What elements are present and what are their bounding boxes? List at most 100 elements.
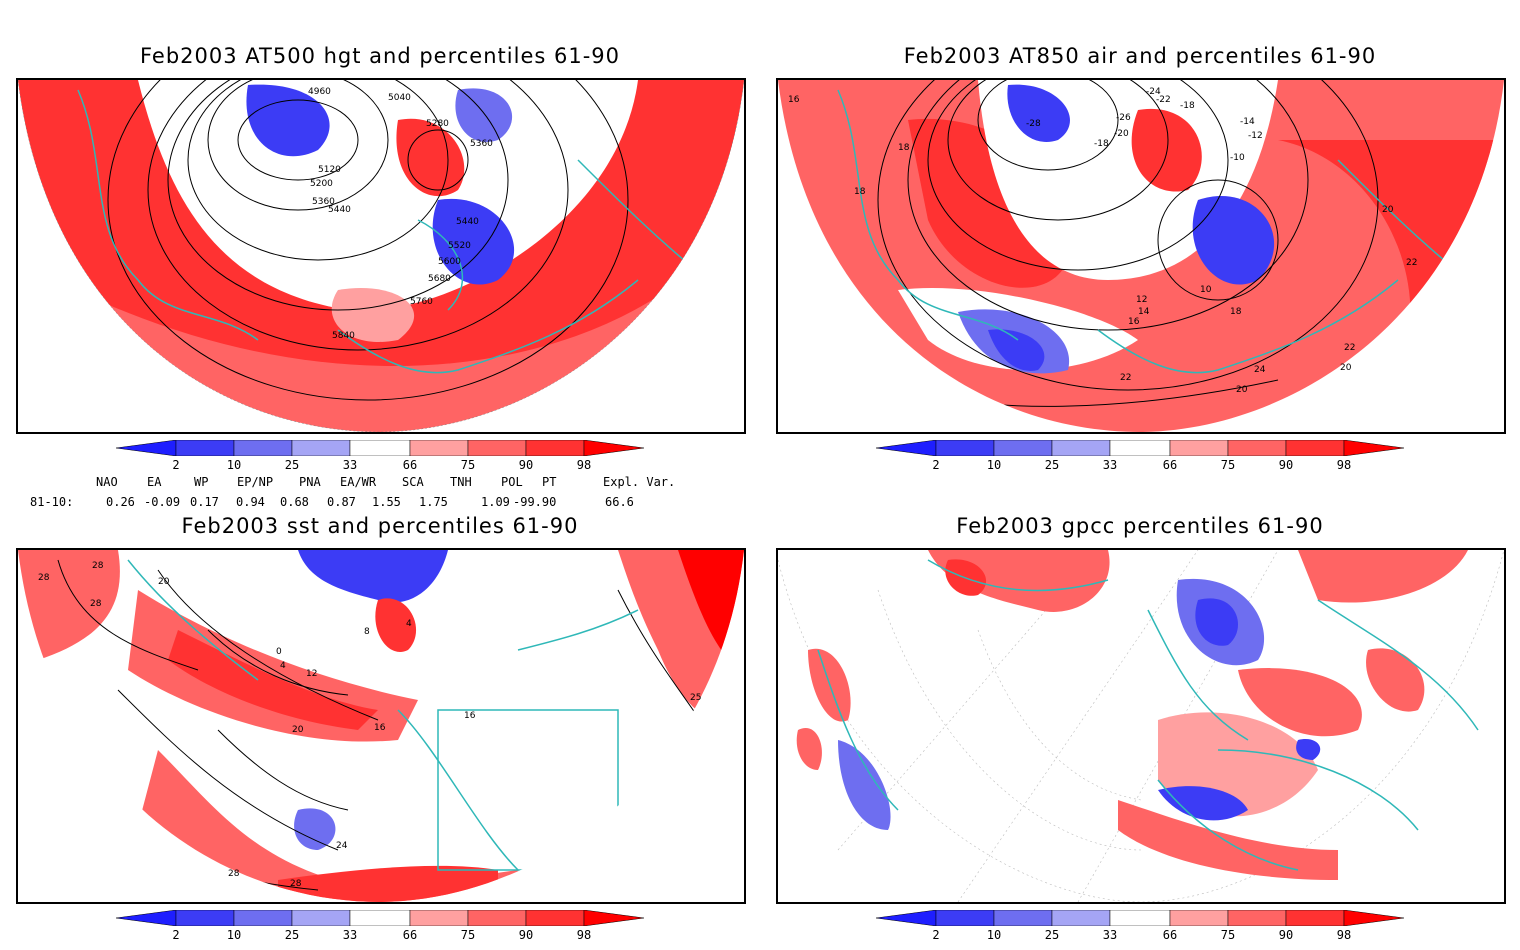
colorbar-label: 25 <box>1044 928 1060 942</box>
colorbar-label: 98 <box>576 928 592 942</box>
contour-label: 20 <box>1340 363 1352 373</box>
contour-label: 12 <box>306 669 317 679</box>
contour-label: 28 <box>290 879 302 889</box>
map-panel-air: 16 18 18 -28 -24 -22 -26 -20 -18 -18 -14… <box>776 78 1506 434</box>
colorbar-hgt: 2 10 25 33 66 75 90 98 <box>115 439 646 480</box>
index-header: Expl. Var. <box>603 475 676 489</box>
map-panel-sst: 28 28 28 20 0 4 12 16 20 24 28 28 16 4 8… <box>16 548 746 904</box>
colorbar-label: 66 <box>1162 458 1178 472</box>
contour-label: 16 <box>1128 317 1140 327</box>
contour-label: 22 <box>1406 258 1417 268</box>
colorbar-label: 90 <box>1278 458 1294 472</box>
contour-label: 22 <box>1344 343 1355 353</box>
panel-title-gpcc: Feb2003 gpcc percentiles 61-90 <box>956 514 1324 538</box>
colorbar-label: 98 <box>576 458 592 472</box>
colorbar-label: 33 <box>1102 458 1118 472</box>
colorbar-label: 2 <box>932 928 940 942</box>
contour-label: 5360 <box>312 197 335 207</box>
contour-label: -18 <box>1094 139 1109 149</box>
colorbar-label: 66 <box>402 928 418 942</box>
colorbar-label: 10 <box>986 928 1002 942</box>
contour-label: 20 <box>158 577 170 587</box>
panel-title-hgt: Feb2003 AT500 hgt and percentiles 61-90 <box>139 44 620 68</box>
index-header: NAO <box>96 475 118 489</box>
contour-label: -26 <box>1116 113 1131 123</box>
contour-label: -28 <box>1026 119 1041 129</box>
colorbar-label: 98 <box>1336 928 1352 942</box>
colorbar-sst: 2 10 25 33 66 75 90 98 <box>115 909 646 950</box>
index-row-label: 81-10: <box>30 495 74 509</box>
index-value: 1.55 <box>372 495 401 509</box>
colorbar-label: 10 <box>986 458 1002 472</box>
contour-label: 5280 <box>426 119 449 129</box>
colorbar-gpcc: 2 10 25 33 66 75 90 98 <box>875 909 1406 950</box>
index-header: POL <box>501 475 523 489</box>
colorbar-label: 75 <box>460 928 476 942</box>
colorbar-label: 90 <box>1278 928 1294 942</box>
contour-label: -22 <box>1156 95 1171 105</box>
colorbar-label: 75 <box>1220 928 1236 942</box>
colorbar-label: 90 <box>518 928 534 942</box>
map-panel-gpcc <box>776 548 1506 904</box>
colorbar-label: 33 <box>342 458 358 472</box>
contour-label: 28 <box>92 561 104 571</box>
index-header: PT <box>542 475 557 489</box>
index-header: WP <box>194 475 209 489</box>
index-header: PNA <box>299 475 321 489</box>
contour-label: 5680 <box>428 274 451 284</box>
index-value: 0.17 <box>190 495 219 509</box>
contour-label: 18 <box>1230 307 1242 317</box>
colorbar-label: 2 <box>172 928 180 942</box>
contour-label: 4 <box>280 661 286 671</box>
contour-label: 5840 <box>332 331 355 341</box>
contour-label: 24 <box>336 841 348 851</box>
colorbar-label: 66 <box>1162 928 1178 942</box>
contour-label: 16 <box>788 95 800 105</box>
contour-label: 5600 <box>438 257 461 267</box>
index-value: 0.94 <box>236 495 265 509</box>
contour-label: 16 <box>374 723 386 733</box>
contour-label: 5120 <box>318 165 341 175</box>
index-header: EA/WR <box>340 475 377 489</box>
contour-label: 5520 <box>448 241 471 251</box>
contour-label: 5200 <box>310 179 333 189</box>
contour-label: 5360 <box>470 139 493 149</box>
contour-label: 4960 <box>308 87 331 97</box>
contour-label: 28 <box>228 869 240 879</box>
contour-label: 28 <box>38 573 50 583</box>
contour-label: 5760 <box>410 297 433 307</box>
contour-label: 14 <box>1138 307 1150 317</box>
colorbar-label: 98 <box>1336 458 1352 472</box>
contour-label: 0 <box>276 647 282 657</box>
colorbar-label: 25 <box>284 458 300 472</box>
colorbar-label: 66 <box>402 458 418 472</box>
contour-label: -12 <box>1248 131 1263 141</box>
index-header: TNH <box>450 475 472 489</box>
contour-label: -24 <box>1146 87 1161 97</box>
colorbar-label: 25 <box>1044 458 1060 472</box>
colorbar-label: 75 <box>460 458 476 472</box>
contour-label: 4 <box>406 619 412 629</box>
contour-label: 18 <box>898 143 910 153</box>
colorbar-label: 25 <box>284 928 300 942</box>
contour-label: 28 <box>90 599 102 609</box>
index-value: 0.87 <box>327 495 356 509</box>
contour-label: 16 <box>464 711 476 721</box>
colorbar-label: 2 <box>172 458 180 472</box>
contour-label: 20 <box>1382 205 1394 215</box>
contour-label: -14 <box>1240 117 1255 127</box>
panel-title-air: Feb2003 AT850 air and percentiles 61-90 <box>903 44 1377 68</box>
index-value: -0.09 <box>144 495 181 509</box>
index-header: SCA <box>402 475 424 489</box>
index-header: EA <box>147 475 162 489</box>
contour-label: -20 <box>1114 129 1129 139</box>
contour-label: 12 <box>1136 295 1147 305</box>
contour-label: 5440 <box>328 205 351 215</box>
contour-label: -18 <box>1180 101 1195 111</box>
colorbar-label: 33 <box>342 928 358 942</box>
colorbar-label: 10 <box>226 928 242 942</box>
contour-label: 25 <box>690 693 701 703</box>
contour-label: 20 <box>292 725 304 735</box>
contour-label: 18 <box>854 187 866 197</box>
colorbar-label: 90 <box>518 458 534 472</box>
